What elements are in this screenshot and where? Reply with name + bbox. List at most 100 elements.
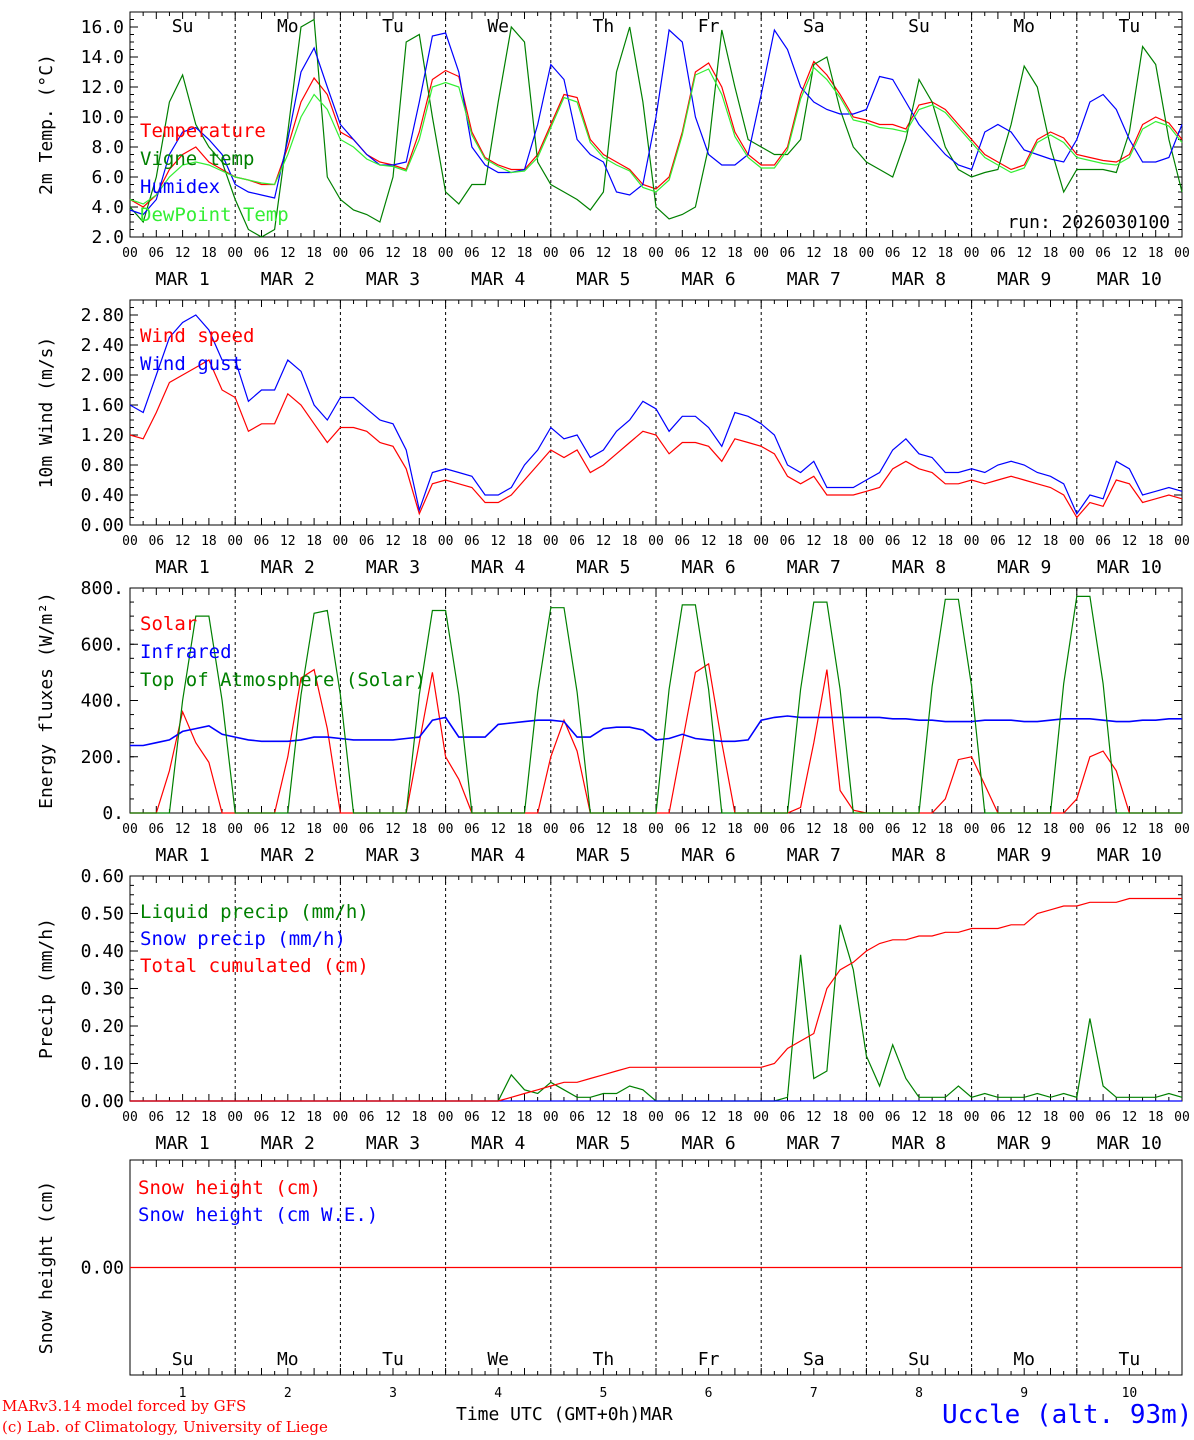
x-hour-label: 18 [1148,822,1164,837]
weekday-label: Sa [803,16,825,37]
x-hour-label: 18 [622,246,638,261]
x-hour-label: 00 [1069,246,1085,261]
x-hour-label: 18 [832,822,848,837]
x-date-label: MAR 10 [1097,557,1162,578]
x-hour-label: 06 [148,1110,164,1125]
x-hour-label: 18 [201,1110,217,1125]
y-tick-label: 2.00 [81,365,124,386]
x-hour-label: 00 [438,534,454,549]
x-hour-label: 00 [859,1110,875,1125]
x-date-label: MAR 1 [156,845,210,866]
x-hour-label: 12 [1016,822,1032,837]
x-hour-label: 06 [464,246,480,261]
x-hour-label: 18 [517,1110,533,1125]
y-tick-label: 600. [81,634,124,655]
y-axis-label: 2m Temp. (°C) [36,54,57,195]
x-hour-label: 12 [385,534,401,549]
y-tick-label: 14.0 [81,47,124,68]
y-tick-label: 0.40 [81,485,124,506]
x-hour-label: 12 [806,534,822,549]
x-hour-label: 06 [359,822,375,837]
x-date-label: MAR 3 [366,269,420,290]
station-name: Uccle (alt. 93m) [942,1400,1193,1430]
x-date-label: MAR 3 [366,557,420,578]
legend-item: Humidex [140,176,220,198]
x-hour-label: 06 [885,1110,901,1125]
lab-credit: (c) Lab. of Climatology, University of L… [2,1418,328,1436]
bottom-day-number: 1 [179,1386,187,1401]
x-hour-label: 18 [411,246,427,261]
x-hour-label: 18 [832,534,848,549]
x-date-label: MAR 9 [997,1133,1051,1154]
panel-frame [129,299,1183,526]
y-tick-label: 0.00 [81,1258,124,1279]
x-hour-label: 18 [727,822,743,837]
x-hour-label: 18 [306,534,322,549]
series-line [130,897,1182,1102]
x-hour-label: 00 [964,534,980,549]
x-hour-label: 12 [911,822,927,837]
x-date-label: MAR 8 [892,845,946,866]
x-date-label: MAR 8 [892,269,946,290]
x-hour-label: 12 [806,246,822,261]
run-annotation: run: 2026030100 [1007,212,1170,233]
x-hour-label: 06 [359,246,375,261]
x-hour-label: 00 [227,822,243,837]
x-hour-label: 12 [385,822,401,837]
y-tick-label: 0.80 [81,455,124,476]
weekday-label: Sa [803,1349,825,1370]
x-hour-label: 12 [1122,1110,1138,1125]
y-tick-label: 0. [102,803,124,824]
x-date-label: MAR 10 [1097,1133,1162,1154]
x-hour-label: 00 [227,246,243,261]
legend-item: Solar [140,613,197,635]
x-hour-label: 18 [622,534,638,549]
y-tick-label: 0.00 [81,1091,124,1112]
x-date-label: MAR 4 [471,269,525,290]
x-hour-label: 00 [333,1110,349,1125]
x-hour-label: 06 [569,534,585,549]
x-date-label: MAR 9 [997,845,1051,866]
x-hour-label: 18 [517,822,533,837]
legend-item: DewPoint Temp [140,204,289,226]
y-tick-label: 12.0 [81,77,124,98]
x-date-label: MAR 5 [576,1133,630,1154]
weekday-label: Su [172,1349,194,1370]
x-date-label: MAR 10 [1097,269,1162,290]
x-hour-label: 12 [280,246,296,261]
x-hour-label: 18 [517,534,533,549]
x-hour-label: 00 [1069,822,1085,837]
x-date-label: MAR 2 [261,557,315,578]
x-hour-label: 18 [1148,246,1164,261]
x-date-label: MAR 5 [576,845,630,866]
x-hour-label: 18 [1148,1110,1164,1125]
weekday-label: Fr [698,1349,720,1370]
x-hour-label: 12 [280,1110,296,1125]
x-hour-label: 06 [569,246,585,261]
y-tick-label: 10.0 [81,107,124,128]
x-hour-label: 06 [674,1110,690,1125]
x-hour-label: 06 [254,534,270,549]
series-line [129,359,1183,519]
y-axis-label: Precip (mm/h) [36,918,57,1059]
x-hour-label: 12 [385,1110,401,1125]
x-hour-label: 12 [596,534,612,549]
x-hour-label: 00 [859,534,875,549]
x-date-label: MAR 1 [156,269,210,290]
x-hour-label: 12 [596,246,612,261]
x-hour-label: 18 [937,1110,953,1125]
x-hour-label: 12 [596,1110,612,1125]
y-tick-label: 0.50 [81,904,124,925]
x-hour-label: 06 [254,246,270,261]
x-hour-label: 00 [753,246,769,261]
legend-item: Total cumulated (cm) [140,955,369,977]
x-hour-label: 18 [1043,1110,1059,1125]
legend-item: Snow height (cm) [138,1177,321,1199]
x-date-label: MAR 9 [997,269,1051,290]
x-hour-label: 18 [411,822,427,837]
series-line [129,60,1183,208]
y-tick-label: 2.80 [81,305,124,326]
x-hour-label: 12 [1016,1110,1032,1125]
x-hour-label: 18 [832,1110,848,1125]
x-date-label: MAR 5 [576,557,630,578]
